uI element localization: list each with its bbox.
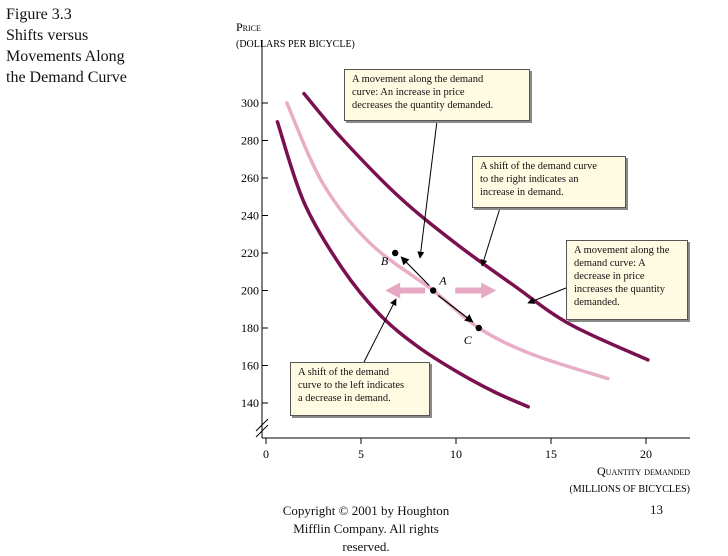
- annotation-line: increase in demand.: [480, 187, 564, 198]
- leader-shift-right: [480, 207, 501, 267]
- movement-arrow-up: [400, 256, 430, 286]
- annotation-line: decrease in price: [574, 271, 645, 282]
- leader-movement-up: [417, 120, 438, 259]
- figure-title-line-2: Shifts versus: [6, 27, 89, 44]
- y-axis-label: Price: [236, 20, 261, 34]
- annotation-line: to the right indicates an: [480, 174, 579, 185]
- y-tick-label: 260: [241, 171, 259, 185]
- copyright-line-1: Copyright © 2001 by Houghton: [282, 503, 450, 518]
- annotation-line: A shift of the demand: [298, 367, 389, 378]
- copyright-line-2: Mifflin Company. All rights: [293, 521, 439, 536]
- y-tick-label: 220: [241, 246, 259, 260]
- axis-break-mark-1: [255, 418, 269, 432]
- point-label-a: A: [438, 274, 447, 288]
- leader-shift-left: [363, 298, 397, 363]
- annotation-shift-left: A shift of the demand curve to the left …: [290, 362, 430, 416]
- annotation-line: A movement along the demand: [352, 74, 484, 85]
- y-tick-label: 160: [241, 359, 259, 373]
- chart-axes: [255, 40, 690, 439]
- y-tick-label: 180: [241, 321, 259, 335]
- tick-layer: 140 160 180 200 220 240 260 280 300 0 5 10 15 20: [241, 96, 652, 461]
- shift-right-arrow: [455, 282, 497, 299]
- figure-title: Figure 3.3 Shifts versus Movements Along…: [6, 4, 156, 88]
- copyright-line-3: reserved.: [342, 539, 390, 554]
- x-tick-label: 15: [545, 447, 557, 461]
- point-b: [392, 249, 399, 257]
- shift-left-arrow: [385, 282, 426, 299]
- y-tick-label: 200: [241, 284, 259, 298]
- annotation-line: curve: An increase in price: [352, 87, 465, 98]
- figure-title-line-4: the Demand Curve: [6, 69, 127, 86]
- x-tick-label: 5: [358, 447, 364, 461]
- demand-curve-original: [285, 101, 610, 381]
- y-tick-label: 240: [241, 209, 259, 223]
- x-tick-label: 10: [450, 447, 462, 461]
- leader-movement-down: [527, 287, 567, 304]
- y-axis-sublabel: (DOLLARS PER BICYCLE): [236, 39, 355, 50]
- y-tick-label: 300: [241, 96, 259, 110]
- annotation-line: a decrease in demand.: [298, 393, 391, 404]
- point-c: [475, 324, 482, 332]
- annotation-line: demand curve: A: [574, 258, 646, 269]
- y-tick-label: 140: [241, 396, 259, 410]
- annotation-line: A movement along the: [574, 245, 670, 256]
- x-axis-sublabel: (MILLIONS OF BICYCLES): [569, 484, 690, 495]
- movement-arrow-down: [437, 295, 474, 323]
- annotation-line: curve to the left indicates: [298, 380, 405, 391]
- demand-curve-right: [302, 91, 650, 362]
- copyright-notice: Copyright © 2001 by Houghton Mifflin Com…: [266, 502, 466, 556]
- x-tick-label: 0: [263, 447, 269, 461]
- annotation-line: increases the quantity: [574, 284, 665, 295]
- annotation-shift-right: A shift of the demand curve to the right…: [472, 156, 626, 208]
- page-number: 13: [650, 502, 663, 517]
- demand-curve-left: [275, 120, 530, 409]
- curve-layer: [275, 91, 650, 409]
- annotation-movement-up: A movement along the demand curve: An in…: [344, 69, 530, 121]
- x-axis-label: Quantity demanded: [597, 464, 690, 478]
- annotation-line: demanded.: [574, 297, 620, 308]
- axis-break-mark-2: [255, 424, 269, 438]
- point-label-c: C: [464, 333, 473, 347]
- figure-title-line-1: Figure 3.3: [6, 6, 72, 23]
- point-label-b: B: [381, 254, 389, 268]
- figure-title-line-3: Movements Along: [6, 48, 125, 65]
- annotation-line: decreases the quantity demanded.: [352, 100, 494, 111]
- mark-layer: B A C: [363, 120, 567, 363]
- annotation-line: A shift of the demand curve: [480, 161, 597, 172]
- annotation-movement-down: A movement along the demand curve: A dec…: [566, 240, 688, 320]
- y-tick-label: 280: [241, 134, 259, 148]
- x-tick-label: 20: [640, 447, 652, 461]
- point-a: [430, 287, 437, 294]
